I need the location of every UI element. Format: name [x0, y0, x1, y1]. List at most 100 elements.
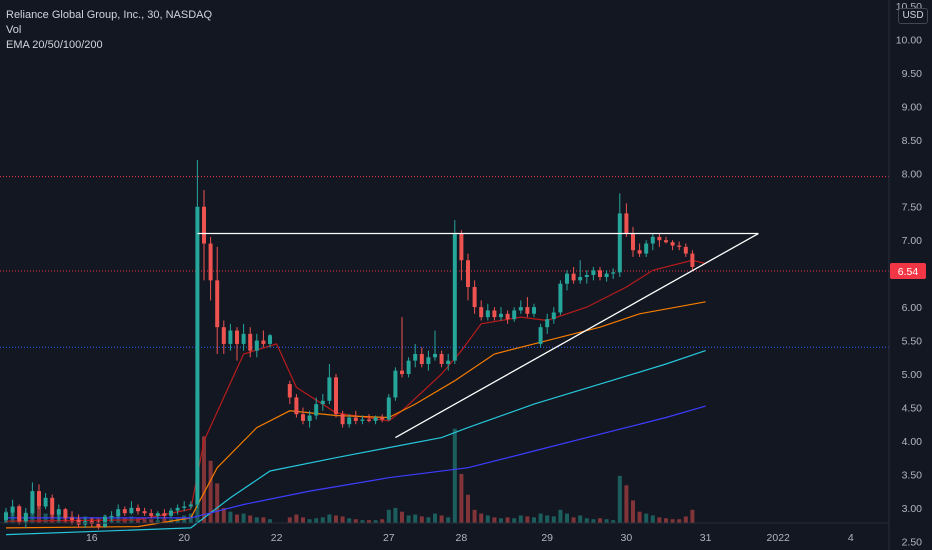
candle: [532, 303, 536, 318]
candle-body: [254, 340, 259, 351]
candle: [188, 501, 193, 510]
candle: [215, 246, 220, 354]
volume-bar: [538, 513, 543, 523]
candle-body: [327, 377, 332, 401]
candle-body: [109, 515, 114, 518]
candle: [400, 317, 404, 378]
price-tick-label: 9.00: [902, 101, 923, 113]
candle-body: [373, 417, 378, 421]
volume-bar: [657, 517, 662, 523]
candle-body: [532, 307, 536, 314]
candle-body: [136, 507, 140, 512]
volume-bar: [518, 515, 523, 523]
volume-indicator-label[interactable]: Vol: [6, 24, 22, 36]
trendline-1: [395, 232, 759, 439]
candle: [294, 394, 299, 418]
candle-body: [512, 310, 517, 320]
candle-body: [466, 260, 470, 288]
candle: [43, 493, 48, 510]
volume-bar: [353, 519, 358, 523]
volume-bar: [439, 515, 444, 523]
candle: [380, 414, 385, 423]
candle-body: [637, 250, 642, 254]
candle: [23, 507, 28, 528]
candle: [122, 506, 127, 516]
candle: [221, 320, 226, 354]
volume-bar: [268, 519, 272, 523]
time-axis[interactable]: 16 20 22 27 28 29 30 31 2022 4: [86, 532, 854, 544]
volume-bar: [664, 518, 668, 523]
candle-body: [314, 404, 319, 416]
candle-body: [617, 213, 622, 273]
candle: [301, 407, 305, 425]
candle-body: [459, 233, 464, 261]
candle: [677, 241, 682, 251]
candle-body: [142, 511, 147, 514]
currency-badge[interactable]: USD: [898, 8, 928, 24]
candle-body: [631, 233, 635, 251]
candle-body: [406, 360, 411, 375]
candle: [525, 297, 530, 318]
volume-bar: [380, 519, 385, 523]
volume-bar: [492, 517, 497, 523]
candle-body: [334, 377, 338, 415]
trendlines[interactable]: [197, 232, 759, 439]
candle: [235, 327, 239, 361]
candle-body: [215, 280, 220, 328]
volume-bar: [248, 515, 253, 523]
candle-body: [690, 253, 695, 267]
candle-body: [182, 506, 187, 508]
volume-bar: [584, 518, 589, 523]
candle-body: [584, 274, 589, 277]
candle: [50, 494, 55, 518]
candle-body: [485, 310, 490, 318]
candle-body: [96, 523, 101, 527]
candle-body: [545, 319, 550, 328]
volume-bar: [307, 519, 312, 523]
ema-indicator-label[interactable]: EMA 20/50/100/200: [6, 39, 103, 51]
volume-bar: [400, 511, 404, 523]
candle: [413, 343, 418, 368]
last-price-box: [890, 262, 926, 279]
candle-body: [518, 307, 523, 311]
candle: [56, 504, 61, 522]
candle-body: [162, 513, 167, 516]
candle-body: [10, 506, 15, 513]
candle: [340, 410, 345, 428]
ema200-line: [6, 405, 706, 519]
candle-body: [677, 245, 682, 247]
symbol-title[interactable]: Reliance Global Group, Inc., 30, NASDAQ: [6, 9, 213, 21]
time-tick-label: 30: [621, 532, 633, 544]
volume-bar: [433, 513, 437, 523]
candle: [261, 330, 266, 348]
volume-bar: [426, 517, 431, 523]
candle: [459, 230, 464, 281]
candle-body: [386, 397, 391, 420]
candle: [202, 190, 206, 281]
volume-bar: [136, 518, 140, 523]
volume-bar: [466, 494, 470, 523]
volume-bar: [637, 511, 642, 523]
candle-body: [208, 243, 213, 281]
candle-body: [149, 513, 154, 516]
volume-bar: [261, 517, 266, 523]
candle-body: [294, 397, 299, 415]
time-tick-label: 27: [383, 532, 395, 544]
candle: [611, 268, 616, 280]
time-tick-label: 31: [700, 532, 712, 544]
candle: [149, 509, 154, 518]
candle-body: [367, 419, 371, 421]
candle: [241, 323, 246, 351]
volume-bar: [532, 517, 536, 523]
volume-bar: [228, 511, 233, 523]
candle: [512, 307, 517, 322]
candle: [624, 203, 629, 237]
candle-body: [320, 400, 325, 405]
candle: [670, 240, 675, 251]
volume-bar: [505, 517, 510, 523]
volume-bar: [367, 520, 371, 523]
candle: [479, 300, 484, 321]
candle: [591, 266, 596, 281]
horizontal-levels: [0, 176, 889, 348]
